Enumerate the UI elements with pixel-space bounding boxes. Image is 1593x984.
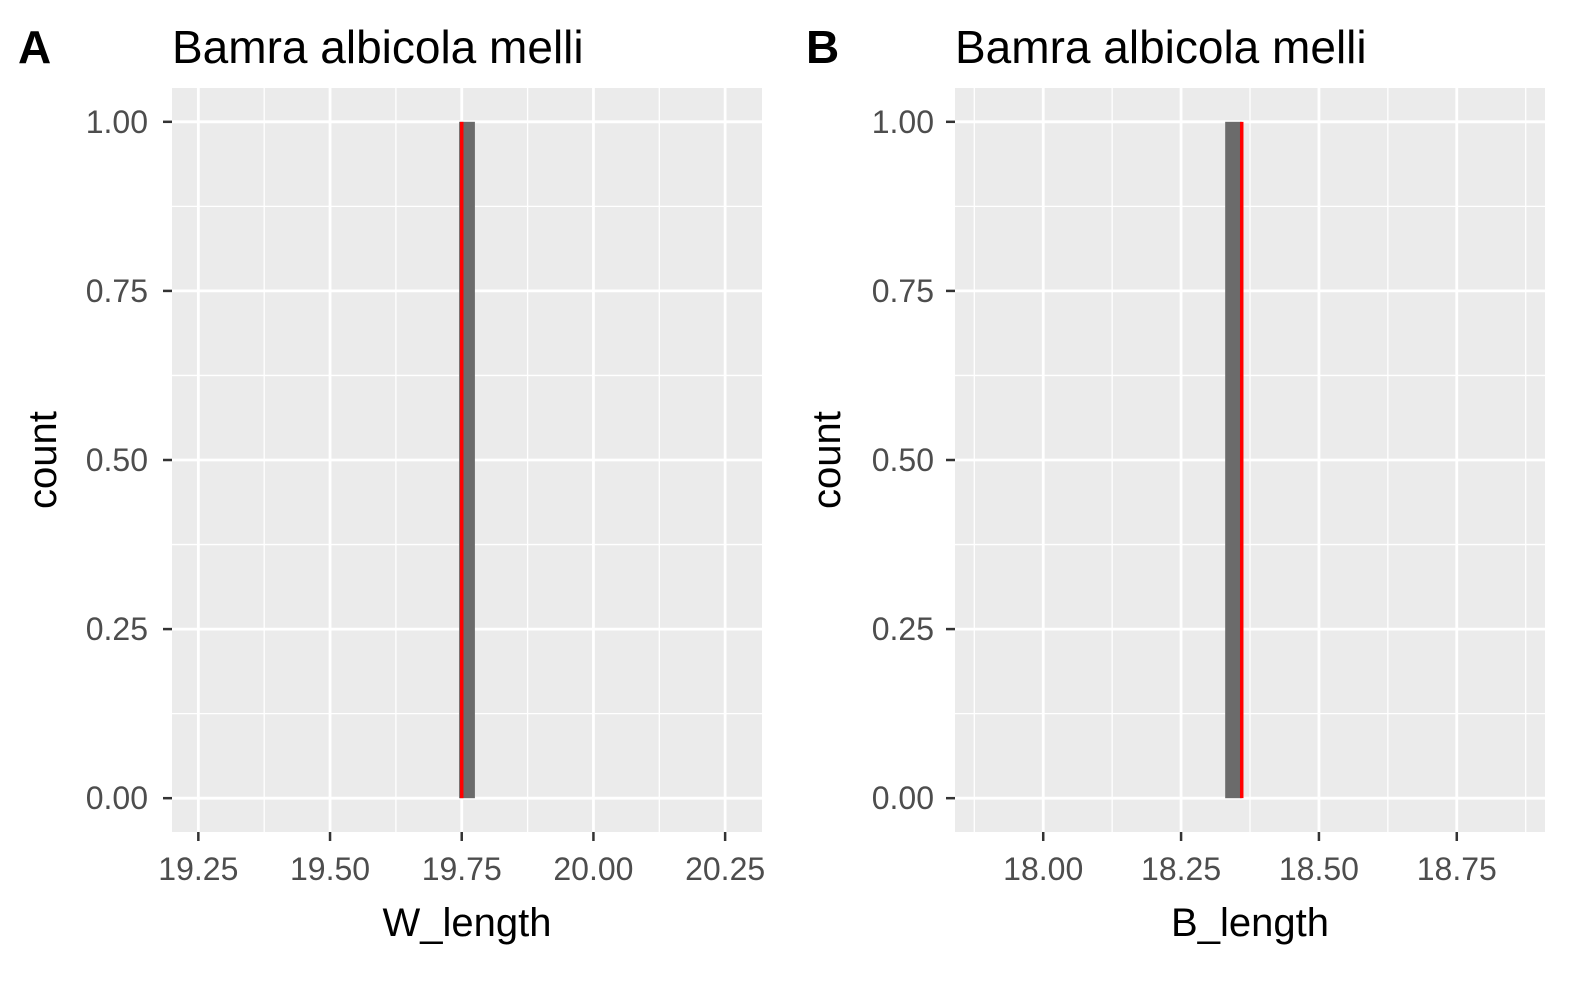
plot-title: Bamra albicola melli xyxy=(955,21,1367,73)
histogram-bar xyxy=(1225,121,1242,799)
x-tick-label: 18.75 xyxy=(1417,851,1497,887)
x-tick-label: 19.25 xyxy=(158,851,238,887)
x-tick-label: 19.50 xyxy=(290,851,370,887)
x-tick-label: 18.00 xyxy=(1003,851,1083,887)
panel-label: A xyxy=(18,21,51,73)
plot-title: Bamra albicola melli xyxy=(172,21,584,73)
y-tick-label: 0.25 xyxy=(86,611,148,647)
x-tick-label: 20.00 xyxy=(553,851,633,887)
y-tick-label: 0.75 xyxy=(872,273,934,309)
panel-a: A Bamra albicola melli 0.00 0.25 0.50 0.75 1.0… xyxy=(18,21,765,945)
y-axis-title: count xyxy=(21,411,65,509)
y-tick-label: 0.00 xyxy=(872,780,934,816)
y-tick-label: 0.25 xyxy=(872,611,934,647)
panel-label: B xyxy=(806,21,839,73)
gridlines xyxy=(955,88,1545,832)
x-tick-label: 20.25 xyxy=(685,851,765,887)
x-axis-title: B_length xyxy=(1171,901,1329,945)
x-tick-label: 19.75 xyxy=(422,851,502,887)
panel-b: B Bamra albicola melli 0.00 0.25 0.50 0.75 1.0… xyxy=(805,21,1545,945)
x-tick-label: 18.25 xyxy=(1141,851,1221,887)
y-tick-label: 1.00 xyxy=(86,104,148,140)
y-tick-label: 0.75 xyxy=(86,273,148,309)
x-tick-label: 18.50 xyxy=(1279,851,1359,887)
y-axis-title: count xyxy=(805,411,849,509)
y-tick-label: 1.00 xyxy=(872,104,934,140)
y-tick-label: 0.50 xyxy=(86,442,148,478)
x-axis-title: W_length xyxy=(383,901,552,945)
y-tick-label: 0.50 xyxy=(872,442,934,478)
y-tick-label: 0.00 xyxy=(86,780,148,816)
